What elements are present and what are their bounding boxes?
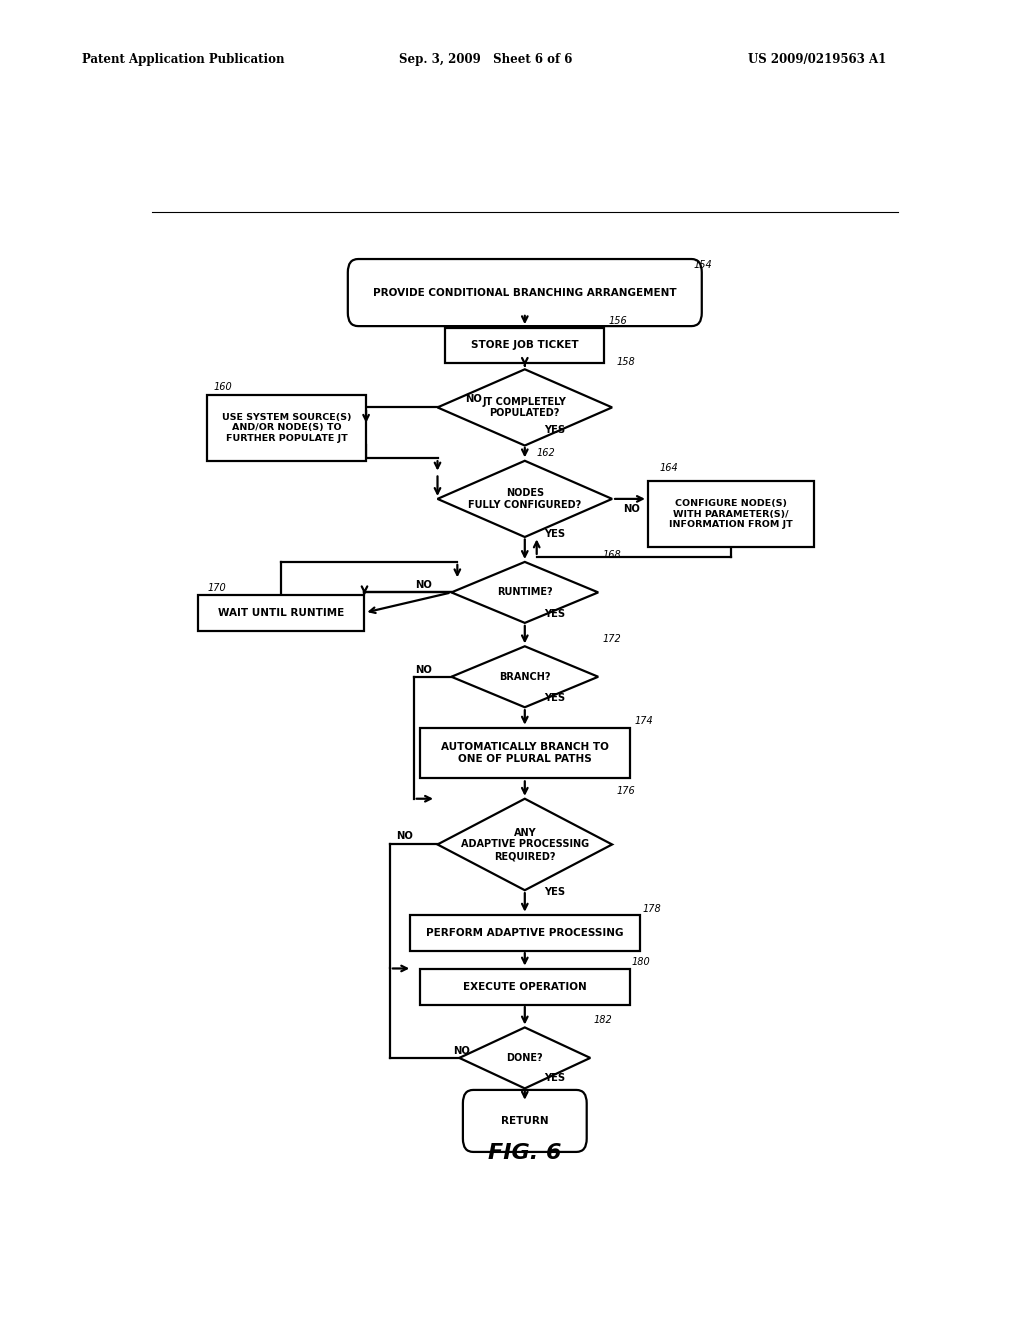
Text: YES: YES bbox=[545, 887, 565, 898]
Text: BRANCH?: BRANCH? bbox=[499, 672, 551, 681]
Text: EXECUTE OPERATION: EXECUTE OPERATION bbox=[463, 982, 587, 991]
Text: 158: 158 bbox=[616, 356, 635, 367]
Text: 182: 182 bbox=[594, 1015, 612, 1026]
Text: ANY
ADAPTIVE PROCESSING
REQUIRED?: ANY ADAPTIVE PROCESSING REQUIRED? bbox=[461, 828, 589, 861]
Text: 172: 172 bbox=[602, 634, 622, 644]
Polygon shape bbox=[437, 461, 612, 537]
Text: YES: YES bbox=[545, 1073, 565, 1084]
Text: 178: 178 bbox=[642, 904, 662, 913]
Text: 168: 168 bbox=[602, 550, 622, 560]
Bar bbox=[445, 327, 604, 363]
Text: USE SYSTEM SOURCE(S)
AND/OR NODE(S) TO
FURTHER POPULATE JT: USE SYSTEM SOURCE(S) AND/OR NODE(S) TO F… bbox=[222, 413, 351, 442]
Text: RETURN: RETURN bbox=[501, 1115, 549, 1126]
FancyBboxPatch shape bbox=[463, 1090, 587, 1152]
Text: CONFIGURE NODE(S)
WITH PARAMETER(S)/
INFORMATION FROM JT: CONFIGURE NODE(S) WITH PARAMETER(S)/ INF… bbox=[670, 499, 793, 529]
Text: PERFORM ADAPTIVE PROCESSING: PERFORM ADAPTIVE PROCESSING bbox=[426, 928, 624, 939]
Text: YES: YES bbox=[545, 609, 565, 619]
Text: 174: 174 bbox=[634, 715, 653, 726]
Text: US 2009/0219563 A1: US 2009/0219563 A1 bbox=[748, 53, 886, 66]
Text: YES: YES bbox=[545, 529, 565, 540]
Text: STORE JOB TICKET: STORE JOB TICKET bbox=[471, 341, 579, 350]
Text: 170: 170 bbox=[207, 583, 226, 594]
Bar bbox=[648, 480, 814, 548]
Text: DONE?: DONE? bbox=[507, 1053, 543, 1063]
Bar bbox=[420, 727, 630, 779]
Bar bbox=[420, 969, 630, 1005]
Polygon shape bbox=[460, 1027, 590, 1089]
Polygon shape bbox=[437, 370, 612, 446]
Text: PROVIDE CONDITIONAL BRANCHING ARRANGEMENT: PROVIDE CONDITIONAL BRANCHING ARRANGEMEN… bbox=[373, 288, 677, 297]
Text: NO: NO bbox=[465, 395, 481, 404]
Text: NO: NO bbox=[416, 665, 432, 675]
Text: 162: 162 bbox=[537, 449, 555, 458]
Text: YES: YES bbox=[545, 693, 565, 704]
Polygon shape bbox=[437, 799, 612, 890]
Text: WAIT UNTIL RUNTIME: WAIT UNTIL RUNTIME bbox=[218, 607, 344, 618]
FancyBboxPatch shape bbox=[348, 259, 701, 326]
Text: 154: 154 bbox=[694, 260, 713, 271]
Text: 180: 180 bbox=[632, 957, 650, 968]
Text: FIG. 6: FIG. 6 bbox=[488, 1143, 561, 1163]
Text: YES: YES bbox=[545, 425, 565, 434]
Text: Sep. 3, 2009   Sheet 6 of 6: Sep. 3, 2009 Sheet 6 of 6 bbox=[399, 53, 572, 66]
Text: 156: 156 bbox=[608, 315, 627, 326]
Text: NO: NO bbox=[416, 581, 432, 590]
Text: Patent Application Publication: Patent Application Publication bbox=[82, 53, 285, 66]
Polygon shape bbox=[452, 562, 598, 623]
Text: 176: 176 bbox=[616, 785, 636, 796]
Text: NODES
FULLY CONFIGURED?: NODES FULLY CONFIGURED? bbox=[468, 488, 582, 510]
Text: NO: NO bbox=[395, 832, 413, 841]
Text: NO: NO bbox=[453, 1045, 470, 1056]
Text: JT COMPLETELY
POPULATED?: JT COMPLETELY POPULATED? bbox=[483, 396, 566, 418]
Text: RUNTIME?: RUNTIME? bbox=[497, 587, 553, 598]
Text: 160: 160 bbox=[214, 383, 232, 392]
Bar bbox=[198, 595, 365, 631]
Polygon shape bbox=[452, 647, 598, 708]
Text: NO: NO bbox=[624, 504, 640, 513]
Text: 164: 164 bbox=[659, 463, 679, 474]
Bar bbox=[207, 395, 367, 461]
Text: AUTOMATICALLY BRANCH TO
ONE OF PLURAL PATHS: AUTOMATICALLY BRANCH TO ONE OF PLURAL PA… bbox=[441, 742, 608, 764]
Bar bbox=[410, 915, 640, 950]
